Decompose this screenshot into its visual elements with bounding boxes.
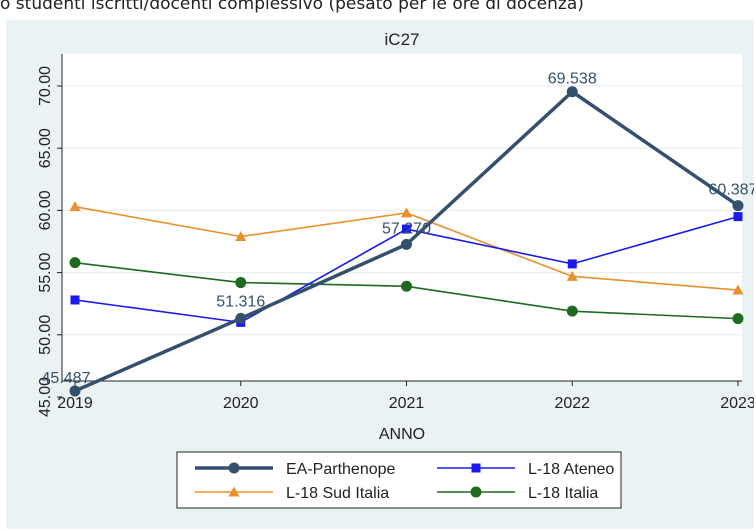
data-point: [732, 200, 744, 212]
chart-title: iC27: [385, 30, 420, 49]
x-tick-label: 2020: [223, 395, 259, 412]
legend-label: EA-Parthenope: [286, 461, 396, 478]
data-point: [235, 277, 247, 289]
data-point: [69, 385, 81, 397]
legend-item: L-18 Ateneo: [437, 461, 614, 478]
axes: [61, 54, 742, 382]
legend-label: L-18 Italia: [528, 485, 598, 502]
chart-caption: o studenti iscritti/docenti complessivo …: [0, 0, 584, 14]
y-tick-label: 45.00: [37, 377, 54, 417]
x-ticks: 2019 2020 2021 2022 2023: [57, 381, 754, 412]
data-point: [401, 207, 412, 218]
chart-area: iC27 45.00 50.00 55.00 60.00 65.00 70.00 2019…: [6, 20, 754, 529]
x-tick-label: 2019: [57, 395, 93, 412]
y-tick-label: 50.00: [37, 315, 54, 355]
line-chart: iC27 45.00 50.00 55.00 60.00 65.00 70.00 2019…: [37, 30, 754, 509]
x-tick-label: 2021: [389, 395, 425, 412]
y-tick-label: 70.00: [37, 66, 54, 106]
data-point: [401, 238, 412, 250]
data-point: [567, 259, 577, 269]
x-tick-label: 2023: [720, 395, 754, 412]
data-point: [733, 212, 743, 222]
y-tick-label: 65.00: [37, 128, 54, 168]
series-ea-parthenope: [69, 86, 744, 397]
y-ticks: 45.00 50.00 55.00 60.00 65.00 70.00: [37, 66, 62, 417]
data-point: [401, 280, 412, 292]
series-l-18-sud-italia: [69, 201, 744, 295]
series-l-18-italia: [69, 257, 744, 325]
legend: EA-Parthenope L-18 Ateneo L-18 Sud Italia L…: [176, 451, 622, 509]
series-group: 45.487 51.316 57.270 69.538 60.387: [42, 71, 754, 397]
data-label: 45.487: [42, 370, 91, 387]
gridlines: [62, 85, 742, 336]
y-tick-label: 55.00: [37, 252, 54, 292]
data-point: [471, 463, 481, 473]
legend-label: L-18 Sud Italia: [286, 485, 389, 502]
data-label: 57.270: [382, 220, 431, 237]
data-point: [402, 224, 411, 234]
data-point: [470, 486, 482, 498]
data-point: [69, 257, 81, 269]
data-label: 60.387: [709, 182, 754, 199]
data-point: [732, 284, 744, 295]
x-tick-label: 2022: [554, 395, 590, 412]
legend-item: L-18 Sud Italia: [195, 485, 389, 502]
data-point: [235, 312, 247, 324]
data-point: [566, 305, 578, 317]
data-point: [70, 295, 80, 305]
data-point: [69, 201, 81, 212]
data-point: [228, 462, 240, 474]
data-point: [235, 231, 247, 242]
legend-box: [176, 451, 622, 509]
data-point: [566, 270, 578, 281]
data-label: 69.538: [548, 71, 597, 88]
legend-item: EA-Parthenope: [195, 461, 396, 478]
data-point: [228, 486, 240, 497]
legend-item: L-18 Italia: [437, 485, 598, 502]
legend-label: L-18 Ateneo: [528, 461, 614, 478]
data-point: [566, 86, 578, 98]
x-axis-label: ANNO: [379, 426, 425, 443]
y-tick-label: 60.00: [37, 190, 54, 230]
plot-background: [62, 54, 742, 381]
data-label: 51.316: [216, 293, 265, 310]
data-point: [732, 313, 744, 325]
